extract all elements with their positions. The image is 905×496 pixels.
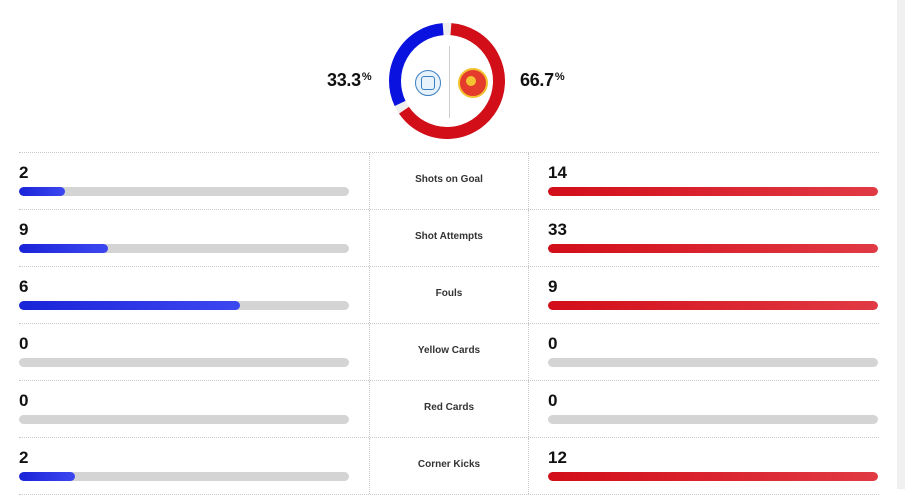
away-stat-value: 14 (548, 163, 567, 182)
away-possession-arc (399, 23, 505, 139)
away-stat-value: 33 (548, 220, 567, 239)
scrollbar[interactable] (897, 0, 905, 489)
column-divider (528, 438, 529, 494)
crest-divider (449, 46, 450, 118)
stat-row: 0 Yellow Cards 0 (19, 323, 879, 380)
home-stat-bar (19, 415, 349, 424)
possession-section: 33.3% 66.7% (0, 0, 897, 150)
home-possession-arc (389, 23, 444, 107)
column-divider (528, 324, 529, 380)
man-united-crest-icon (458, 68, 488, 98)
column-divider (528, 381, 529, 437)
stats-table: 2 Shots on Goal 14 9 Shot Attempts 33 6 … (19, 152, 879, 496)
home-stat-fill (19, 472, 76, 481)
column-divider (369, 267, 370, 323)
home-stat-value: 6 (19, 277, 29, 296)
away-stat-bar (548, 244, 878, 253)
column-divider (369, 210, 370, 266)
column-divider (369, 438, 370, 494)
wigan-crest-icon (415, 70, 441, 96)
possession-donut (389, 23, 505, 139)
home-stat-fill (19, 187, 66, 196)
home-stat-value: 0 (19, 391, 29, 410)
stat-label: Shots on Goal (415, 174, 483, 185)
stat-row: 6 Fouls 9 (19, 266, 879, 323)
home-stat-bar (19, 358, 349, 367)
away-stat-bar (548, 301, 878, 310)
away-stat-bar (548, 415, 878, 424)
away-stat-value: 0 (548, 391, 558, 410)
away-stat-fill (548, 472, 878, 481)
stat-label: Shot Attempts (415, 231, 483, 242)
stat-row: 0 Red Cards 0 (19, 380, 879, 437)
stat-label: Yellow Cards (417, 345, 481, 356)
column-divider (369, 324, 370, 380)
away-stat-value: 9 (548, 277, 558, 296)
away-stat-value: 12 (548, 448, 567, 467)
stat-label: Fouls (435, 288, 463, 299)
stat-label: Corner Kicks (417, 459, 481, 470)
home-possession: 33.3% (327, 70, 372, 90)
column-divider (528, 267, 529, 323)
away-stat-fill (548, 187, 878, 196)
column-divider (528, 210, 529, 266)
column-divider (369, 153, 370, 209)
column-divider (369, 381, 370, 437)
home-stat-bar (19, 472, 349, 481)
home-stat-bar (19, 244, 349, 253)
home-stat-bar (19, 301, 349, 310)
stat-label: Red Cards (423, 402, 474, 413)
stat-row: 9 Shot Attempts 33 (19, 209, 879, 266)
away-stat-bar (548, 358, 878, 367)
away-stat-bar (548, 472, 878, 481)
home-stat-bar (19, 187, 349, 196)
home-stat-value: 2 (19, 448, 29, 467)
away-stat-value: 0 (548, 334, 558, 353)
away-stat-fill (548, 301, 878, 310)
away-stat-bar (548, 187, 878, 196)
away-stat-fill (548, 244, 878, 253)
stat-row: 2 Shots on Goal 14 (19, 152, 879, 209)
home-stat-fill (19, 301, 241, 310)
stat-row: 2 Corner Kicks 12 (19, 437, 879, 494)
home-stat-fill (19, 244, 109, 253)
column-divider (528, 153, 529, 209)
home-stat-value: 0 (19, 334, 29, 353)
away-possession: 66.7% (520, 70, 565, 90)
home-stat-value: 9 (19, 220, 29, 239)
home-stat-value: 2 (19, 163, 29, 182)
